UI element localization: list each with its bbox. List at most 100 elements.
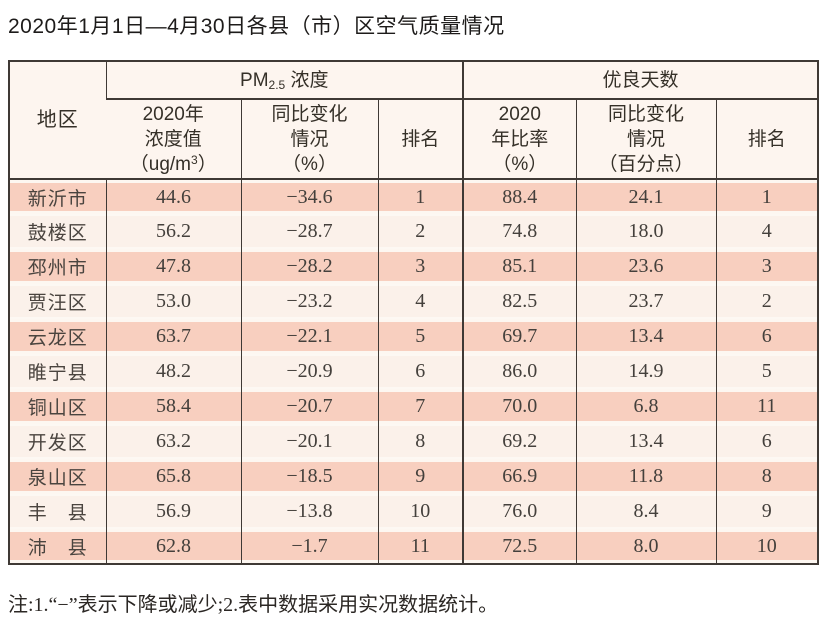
rate-rank-cell: 6 (715, 319, 819, 354)
table-body: 新沂市 44.6 −34.6 1 88.4 24.1 1 鼓楼区 56.2 −2… (9, 179, 819, 564)
table-row: 新沂市 44.6 −34.6 1 88.4 24.1 1 (9, 179, 819, 214)
pm25-label-subscript: 2.5 (268, 77, 286, 92)
pm-value-cell: 63.7 (105, 319, 241, 354)
rate-cell: 69.7 (462, 319, 577, 354)
rate-rank-cell: 11 (715, 389, 819, 424)
rate-cell: 66.9 (462, 459, 577, 494)
rate-cell: 76.0 (462, 494, 577, 529)
pm-change-cell: −20.1 (240, 424, 378, 459)
table-row: 睢宁县 48.2 −20.9 6 86.0 14.9 5 (9, 354, 819, 389)
table-row: 泉山区 65.8 −18.5 9 66.9 11.8 8 (9, 459, 819, 494)
region-cell: 铜山区 (9, 389, 106, 424)
rate-cell: 69.2 (462, 424, 577, 459)
region-cell: 丰 县 (9, 494, 106, 529)
region-cell: 鼓楼区 (9, 214, 106, 249)
pm-value-cell: 53.0 (105, 284, 241, 319)
col-header-pm-rank: 排名 (377, 99, 464, 180)
pm-rank-cell: 2 (377, 214, 464, 249)
pm-value-cell: 63.2 (105, 424, 241, 459)
pm-value-cell: 56.2 (105, 214, 241, 249)
table-row: 沛 县 62.8 −1.7 11 72.5 8.0 10 (9, 529, 819, 564)
pm-value-cell: 48.2 (105, 354, 241, 389)
pm-rank-cell: 1 (377, 179, 464, 214)
pm-value-cell: 56.9 (105, 494, 241, 529)
col-header-rate-rank: 排名 (715, 99, 819, 180)
rate-change-cell: 11.8 (575, 459, 717, 494)
rate-cell: 86.0 (462, 354, 577, 389)
pm-value-cell: 47.8 (105, 249, 241, 284)
pm-value-line2: 浓度值 (144, 128, 202, 150)
pm25-label-suffix: 浓度 (285, 69, 329, 91)
pm-change-cell: −20.9 (240, 354, 378, 389)
pm-value-cell: 65.8 (105, 459, 241, 494)
unit-superscript: 3 (191, 152, 198, 167)
rate-rank-cell: 6 (715, 424, 819, 459)
region-cell: 泉山区 (9, 459, 106, 494)
pm-change-cell: −23.2 (240, 284, 378, 319)
col-header-region: 地区 (9, 61, 106, 180)
region-cell: 睢宁县 (9, 354, 106, 389)
pm-change-cell: −20.7 (240, 389, 378, 424)
table-row: 贾汪区 53.0 −23.2 4 82.5 23.7 2 (9, 284, 819, 319)
rate-rank-cell: 10 (715, 529, 819, 564)
table-row: 邳州市 47.8 −28.2 3 85.1 23.6 3 (9, 249, 819, 284)
col-header-rate-change: 同比变化 情况 （百分点） (575, 99, 717, 180)
rate-cell: 85.1 (462, 249, 577, 284)
rate-cell: 88.4 (462, 179, 577, 214)
col-group-pm25: PM2.5 浓度 (105, 61, 464, 100)
rate-change-cell: 13.4 (575, 424, 717, 459)
pm-change-cell: −34.6 (240, 179, 378, 214)
pm-rank-cell: 4 (377, 284, 464, 319)
rate-change-cell: 8.4 (575, 494, 717, 529)
pm-rank-cell: 10 (377, 494, 464, 529)
pm-change-cell: −28.2 (240, 249, 378, 284)
rate-change-cell: 23.7 (575, 284, 717, 319)
pm-change-cell: −1.7 (240, 529, 378, 564)
pm-rank-cell: 5 (377, 319, 464, 354)
pm-value-line1: 2020年 (142, 103, 204, 125)
pm-rank-cell: 9 (377, 459, 464, 494)
pm-value-unit: （ug/m3） (129, 152, 217, 175)
rate-rank-cell: 5 (715, 354, 819, 389)
pm-rank-cell: 8 (377, 424, 464, 459)
rate-cell: 70.0 (462, 389, 577, 424)
rate-change-cell: 13.4 (575, 319, 717, 354)
pm-rank-cell: 11 (377, 529, 464, 564)
region-cell: 云龙区 (9, 319, 106, 354)
rate-change-cell: 14.9 (575, 354, 717, 389)
pm-change-cell: −13.8 (240, 494, 378, 529)
rate-change-cell: 23.6 (575, 249, 717, 284)
rate-change-cell: 8.0 (575, 529, 717, 564)
rate-change-cell: 6.8 (575, 389, 717, 424)
pm-change-cell: −18.5 (240, 459, 378, 494)
col-header-rate: 2020 年比率 （%） (462, 99, 577, 180)
rate-change-cell: 18.0 (575, 214, 717, 249)
region-cell: 贾汪区 (9, 284, 106, 319)
pm-value-cell: 58.4 (105, 389, 241, 424)
rate-cell: 72.5 (462, 529, 577, 564)
col-group-good-days: 优良天数 (462, 61, 819, 100)
pm-rank-cell: 7 (377, 389, 464, 424)
rate-cell: 74.8 (462, 214, 577, 249)
region-cell: 开发区 (9, 424, 106, 459)
rate-rank-cell: 8 (715, 459, 819, 494)
col-header-pm-value: 2020年 浓度值 （ug/m3） (106, 99, 241, 180)
footnote: 注:1.“−”表示下降或减少;2.表中数据采用实况数据统计。 (8, 594, 499, 616)
pm-change-cell: −28.7 (240, 214, 378, 249)
table-row: 开发区 63.2 −20.1 8 69.2 13.4 6 (9, 424, 819, 459)
rate-rank-cell: 3 (715, 249, 819, 284)
rate-cell: 82.5 (462, 284, 577, 319)
table-row: 云龙区 63.7 −22.1 5 69.7 13.4 6 (9, 319, 819, 354)
pm-rank-cell: 6 (377, 354, 464, 389)
col-header-pm-change: 同比变化 情况 （%） (240, 99, 378, 180)
rate-rank-cell: 1 (715, 179, 819, 214)
table-header: 地区 PM2.5 浓度 优良天数 2020年 浓度值 （ug/m3） 同比变化 … (9, 61, 819, 180)
pm-rank-cell: 3 (377, 249, 464, 284)
table-row: 鼓楼区 56.2 −28.7 2 74.8 18.0 4 (9, 214, 819, 249)
header-sub-row: 2020年 浓度值 （ug/m3） 同比变化 情况 （%） 排名 2020 年比… (9, 99, 819, 180)
rate-change-cell: 24.1 (575, 179, 717, 214)
header-group-row: 地区 PM2.5 浓度 优良天数 (9, 61, 819, 180)
pm-value-cell: 44.6 (105, 179, 241, 214)
page-title: 2020年1月1日—4月30日各县（市）区空气质量情况 (8, 15, 505, 38)
pm-change-cell: −22.1 (240, 319, 378, 354)
